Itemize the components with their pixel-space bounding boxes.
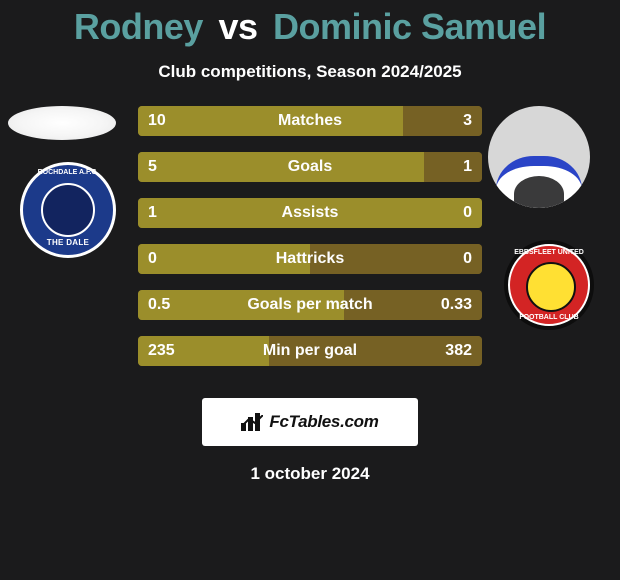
stat-row: 0Hattricks0 [138,244,482,274]
stat-value-right: 0.33 [441,290,472,320]
club-left-motto: THE DALE [23,238,113,247]
stat-label: Goals [138,152,482,182]
stat-row: 235Min per goal382 [138,336,482,366]
club-left-name: ROCHDALE A.F.C. [23,169,113,176]
stat-row: 5Goals1 [138,152,482,182]
club-badge-left: ROCHDALE A.F.C. THE DALE [20,162,116,258]
stat-label: Hattricks [138,244,482,274]
title-vs: vs [218,6,257,47]
stat-label: Matches [138,106,482,136]
stat-value-right: 0 [463,198,472,228]
stat-label: Assists [138,198,482,228]
stat-label: Min per goal [138,336,482,366]
stat-value-right: 1 [463,152,472,182]
avatar-player2 [488,106,590,208]
chart-icon [241,413,263,431]
stat-label: Goals per match [138,290,482,320]
stat-value-right: 0 [463,244,472,274]
comparison-title: Rodney vs Dominic Samuel [0,0,620,48]
stat-row: 0.5Goals per match0.33 [138,290,482,320]
title-player1: Rodney [74,6,203,47]
date: 1 october 2024 [0,464,620,484]
avatar-player1 [8,106,116,140]
comparison-layout: ROCHDALE A.F.C. THE DALE EBBSFLEET UNITE… [0,106,620,386]
stat-value-right: 382 [445,336,472,366]
brand-badge: FcTables.com [202,398,418,446]
club-right-name-bottom: FOOTBALL CLUB [510,314,588,321]
club-badge-right: EBBSFLEET UNITED FOOTBALL CLUB [504,240,594,330]
stat-value-right: 3 [463,106,472,136]
stat-bars: 10Matches35Goals11Assists00Hattricks00.5… [138,106,482,382]
stat-row: 10Matches3 [138,106,482,136]
brand-text: FcTables.com [269,412,378,432]
title-player2: Dominic Samuel [273,6,546,47]
subtitle: Club competitions, Season 2024/2025 [0,62,620,82]
club-right-name-top: EBBSFLEET UNITED [510,249,588,256]
stat-row: 1Assists0 [138,198,482,228]
